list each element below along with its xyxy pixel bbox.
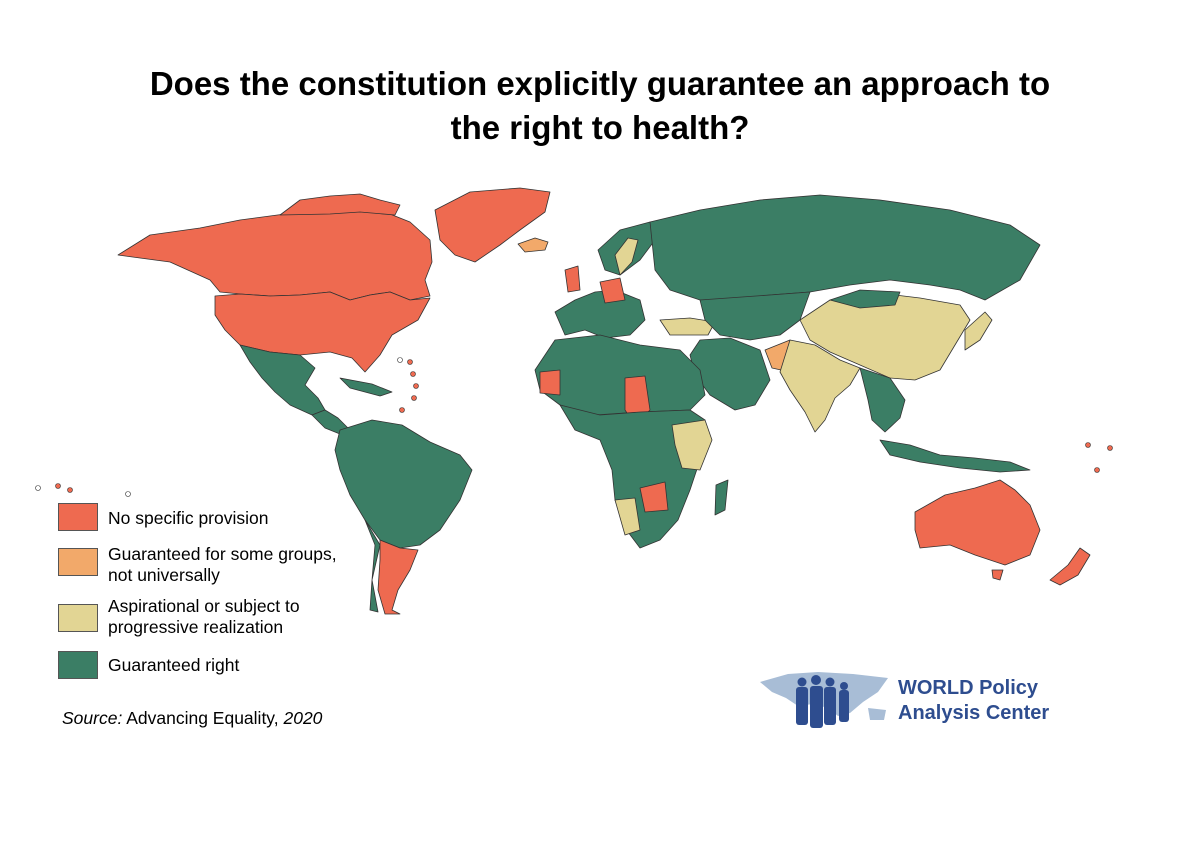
region-germany: [599, 277, 626, 304]
small-island-marker: [55, 483, 61, 489]
region-west-africa-none: [539, 369, 561, 396]
region-uk: [564, 265, 581, 293]
legend-label-some-2: not universally: [108, 565, 220, 585]
region-japan: [964, 311, 993, 351]
legend-label-guaranteed: Guaranteed right: [108, 655, 240, 675]
legend-label-aspirational-1: Aspirational or subject to: [108, 596, 300, 616]
brand-name: WORLD Policy Analysis Center: [898, 676, 1049, 726]
region-south-america-north: [334, 419, 473, 549]
region-western-europe: [554, 289, 646, 339]
region-caribbean: [339, 377, 393, 397]
legend-label-none: No specific provision: [108, 508, 269, 528]
source-year: 2020: [283, 708, 323, 728]
region-north-africa: [534, 334, 706, 416]
region-india: [779, 339, 861, 433]
small-island-nodata: [125, 491, 131, 497]
map-title: Does the constitution explicitly guarant…: [0, 62, 1200, 150]
title-line-2: the right to health?: [450, 109, 750, 146]
region-indonesia: [879, 439, 1031, 473]
legend-swatch-some: [58, 548, 98, 576]
legend-swatch-guaranteed: [58, 651, 98, 679]
region-central-africa: [559, 404, 706, 549]
world-logo: [760, 672, 888, 728]
region-east-africa: [671, 419, 713, 471]
brand-line-2: Analysis Center: [898, 702, 1050, 724]
region-madagascar: [714, 479, 729, 516]
region-iceland: [517, 237, 549, 253]
brand-line-1: WORLD Policy: [898, 677, 1039, 699]
source-note: Source: Advancing Equality, 2020: [62, 708, 322, 729]
small-island-marker: [1085, 442, 1091, 448]
region-angola-namibia: [614, 497, 641, 536]
small-island-nodata: [35, 485, 41, 491]
small-island-marker: [1107, 445, 1113, 451]
legend-swatch-none: [58, 503, 98, 531]
small-island-marker: [410, 371, 416, 377]
region-greenland: [434, 187, 551, 263]
region-tasmania: [991, 569, 1004, 581]
region-middle-east: [689, 337, 771, 411]
region-mexico: [239, 344, 326, 416]
small-island-marker: [399, 407, 405, 413]
region-mongolia: [829, 289, 901, 309]
region-new-zealand: [1049, 547, 1091, 586]
region-sweden: [614, 237, 639, 276]
source-text: Advancing Equality,: [122, 708, 284, 728]
small-island-marker: [411, 395, 417, 401]
region-argentina: [377, 539, 419, 615]
legend-swatch-aspirational: [58, 604, 98, 632]
title-line-1: Does the constitution explicitly guarant…: [149, 65, 1051, 102]
legend-label-some-1: Guaranteed for some groups,: [108, 544, 337, 564]
region-canada: [117, 207, 433, 301]
small-island-marker: [67, 487, 73, 493]
region-southeast-asia: [859, 367, 906, 433]
small-island-marker: [1094, 467, 1100, 473]
small-island-nodata: [397, 357, 403, 363]
source-prefix: Source:: [62, 708, 123, 728]
small-island-marker: [407, 359, 413, 365]
legend-label-aspirational-2: progressive realization: [108, 617, 284, 637]
small-island-marker: [413, 383, 419, 389]
region-russia: [649, 194, 1041, 301]
region-southern-africa-none: [639, 481, 669, 513]
region-canada-islands: [279, 193, 401, 216]
region-turkey: [659, 317, 716, 336]
region-australia: [914, 479, 1041, 566]
region-chile: [364, 519, 381, 613]
region-central-asia: [699, 291, 811, 341]
